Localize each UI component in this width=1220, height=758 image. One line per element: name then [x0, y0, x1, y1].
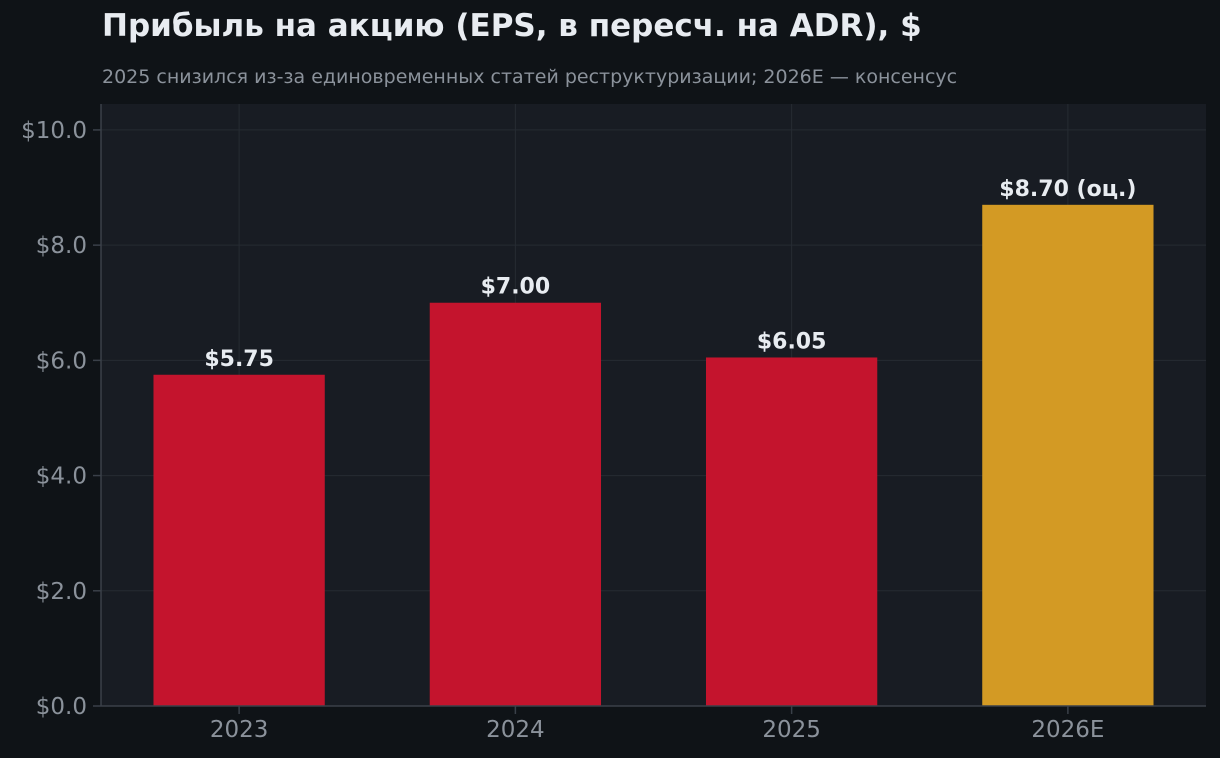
y-tick-label: $2.0 — [36, 579, 87, 605]
data-labels: $5.75 $7.00 $6.05 $8.70 (оц.) — [204, 177, 1136, 372]
data-label: $7.00 — [481, 275, 551, 300]
x-tick-label: 2026E — [1031, 717, 1104, 743]
bar-2025 — [705, 357, 878, 706]
y-tick-label: $8.0 — [36, 233, 87, 259]
data-label: $8.70 (оц.) — [999, 177, 1136, 202]
bar-2023 — [153, 374, 325, 706]
x-tick-label: 2023 — [210, 717, 269, 743]
x-tick-label: 2024 — [486, 717, 545, 743]
bar-2024 — [429, 302, 602, 706]
y-tick-label: $4.0 — [36, 464, 87, 490]
bar-2026e — [982, 204, 1154, 706]
y-tick-label: $6.0 — [36, 348, 87, 374]
chart-subtitle: 2025 снизился из-за единовременных стате… — [102, 66, 958, 88]
x-tick-label: 2025 — [762, 717, 821, 743]
data-label: $6.05 — [757, 329, 827, 354]
y-tick-label: $10.0 — [21, 118, 87, 144]
data-label: $5.75 — [204, 347, 274, 372]
bars — [153, 204, 1154, 706]
axes: $0.0 $2.0 $4.0 $6.0 $8.0 $10.0 2023 2024 2025 202… — [21, 104, 1206, 743]
y-tick-label: $0.0 — [36, 694, 87, 720]
chart-title: Прибыль на акцию (EPS, в пересч. на ADR)… — [102, 8, 922, 44]
